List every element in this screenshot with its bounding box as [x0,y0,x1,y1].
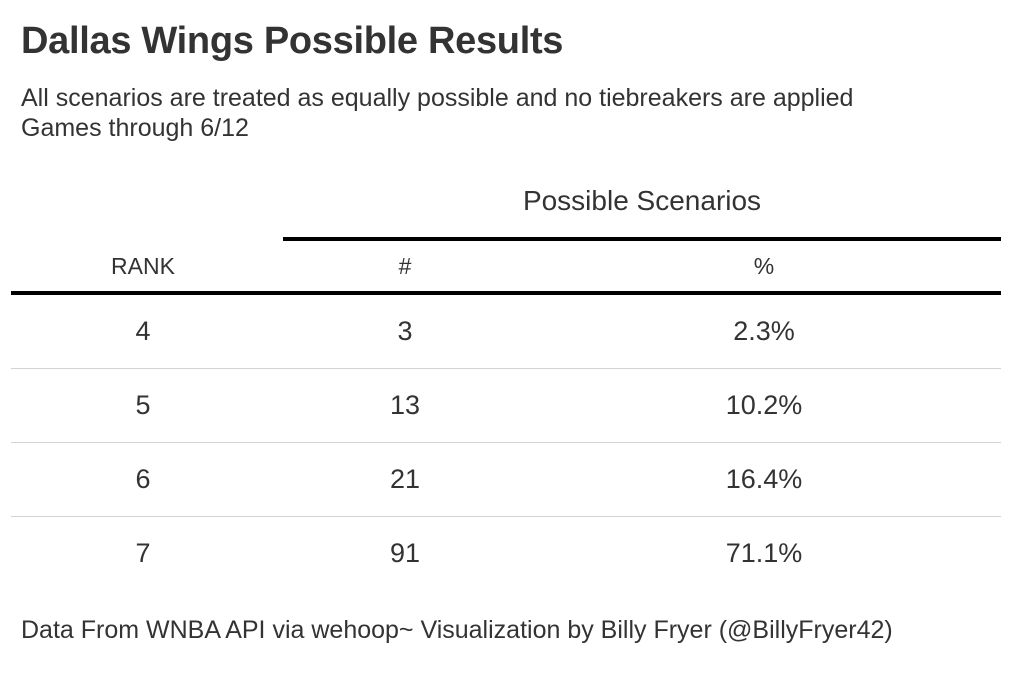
table-row: 5 13 10.2% [11,369,1001,443]
percent-cell: 71.1% [725,538,803,568]
chart-subtitle: All scenarios are treated as equally pos… [21,84,854,112]
spanner-label: Possible Scenarios [522,185,762,216]
column-header-rank: RANK [111,252,175,279]
source-footer: Data From WNBA API via wehoop~ Visualiza… [21,616,893,644]
table-row: 6 21 16.4% [11,443,1001,517]
table-row: 7 91 71.1% [11,517,1001,590]
column-spanner: Possible Scenarios [283,165,1001,241]
rank-cell: 7 [135,538,151,568]
column-header-percent: % [753,252,775,279]
count-cell: 13 [389,390,421,420]
percent-cell: 16.4% [725,464,803,494]
chart-subtitle-date: Games through 6/12 [21,114,249,142]
column-headers: RANK # % [11,241,1001,295]
percent-cell: 10.2% [725,390,803,420]
rank-cell: 4 [135,316,151,346]
percent-cell: 2.3% [733,316,795,346]
count-cell: 3 [397,316,413,346]
count-cell: 21 [389,464,421,494]
rank-cell: 6 [135,464,151,494]
table-row: 4 3 2.3% [11,295,1001,369]
count-cell: 91 [389,538,421,568]
chart-title: Dallas Wings Possible Results [21,20,564,62]
table-body: 4 3 2.3% 5 13 10.2% 6 21 16.4% 7 91 71.1… [11,295,1001,590]
column-header-count: # [398,252,412,279]
rank-cell: 5 [135,390,151,420]
